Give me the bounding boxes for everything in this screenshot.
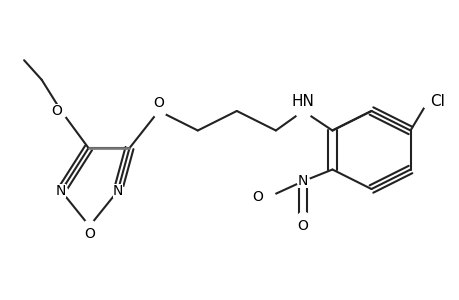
Text: N: N — [112, 184, 123, 198]
Text: O: O — [297, 219, 308, 233]
Text: HN: HN — [291, 94, 314, 109]
Text: O: O — [153, 96, 164, 110]
Text: O: O — [84, 227, 95, 241]
Text: Cl: Cl — [430, 94, 444, 109]
Text: O: O — [252, 190, 262, 204]
Text: N: N — [56, 184, 66, 198]
Text: N: N — [297, 174, 308, 188]
Text: O: O — [51, 104, 62, 118]
